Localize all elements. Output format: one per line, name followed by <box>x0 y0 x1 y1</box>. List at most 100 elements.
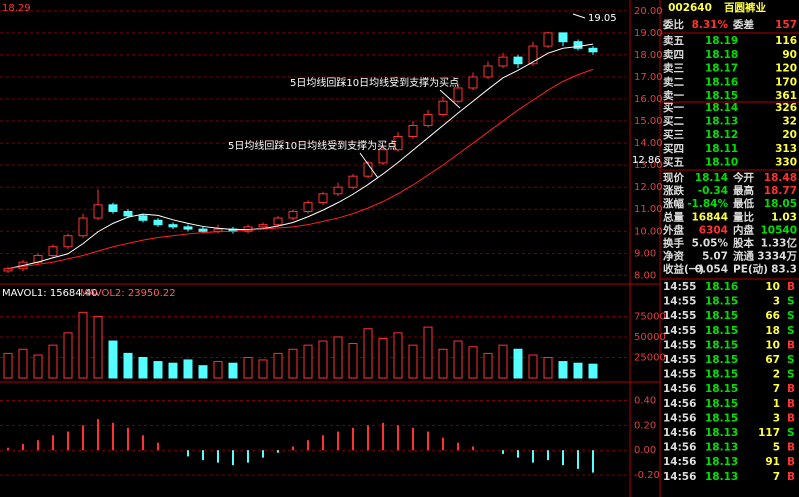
candle-body <box>93 204 103 219</box>
trade-side: B <box>787 281 795 293</box>
y-tick-label: 8.00 <box>634 270 656 281</box>
volume-bar <box>78 311 88 379</box>
volume-bar <box>588 363 598 379</box>
trade-price: 18.13 <box>705 456 738 468</box>
candle-body <box>168 224 178 228</box>
volume-bar <box>3 352 13 379</box>
volume-bar <box>438 348 448 379</box>
candle-body <box>423 113 433 126</box>
candle-body <box>318 193 328 204</box>
volume-bar <box>573 362 583 379</box>
label: 买四 <box>663 143 684 155</box>
label: 最低 <box>733 197 754 210</box>
trade-side: S <box>787 354 795 366</box>
trade-time: 14:55 <box>663 281 696 293</box>
volume-bar <box>243 356 253 379</box>
volume-bar <box>228 362 238 379</box>
y-tick-label: 10.00 <box>634 226 663 237</box>
value: 1.33亿 <box>761 237 798 250</box>
price: 18.13 <box>705 116 738 128</box>
y-tick-label: 9.00 <box>634 248 656 259</box>
y-tick-label: 14.00 <box>634 138 663 149</box>
label: 买三 <box>663 129 684 141</box>
label: 净资 <box>663 250 684 263</box>
arrow <box>439 89 461 109</box>
candle-body <box>108 204 118 212</box>
trade-side: S <box>787 427 795 439</box>
volume-bar <box>393 332 403 379</box>
label: 涨幅 <box>663 197 684 210</box>
trade-volume: 66 <box>765 310 780 322</box>
value: -0.34 <box>698 185 728 197</box>
trade-volume: 67 <box>765 354 780 366</box>
volume: 361 <box>775 90 797 102</box>
label: 委差 <box>732 18 754 31</box>
label: 卖四 <box>663 48 684 61</box>
arrow <box>359 152 379 179</box>
volume-bar <box>558 361 568 379</box>
value: 157 <box>775 19 797 31</box>
volume-bar <box>363 328 373 379</box>
trade-time: 14:55 <box>663 339 696 351</box>
y-tick-label: 75000 <box>634 311 666 322</box>
value: 83.3 <box>771 264 797 276</box>
trade-time: 14:56 <box>663 412 696 424</box>
candle-body <box>333 186 343 195</box>
volume: 326 <box>775 102 797 114</box>
candle-body <box>123 210 133 217</box>
candle-body <box>48 246 58 257</box>
candle-body <box>288 210 298 219</box>
price: 18.16 <box>705 76 738 88</box>
trade-volume: 117 <box>758 427 780 439</box>
volume-bar <box>498 344 508 379</box>
value: 16844 <box>691 211 728 223</box>
y-tick-label: -0.20 <box>634 470 660 481</box>
volume-bar <box>288 348 298 379</box>
moving-average <box>7 43 594 270</box>
y-tick-label: 11.00 <box>634 204 663 215</box>
annotation: 5日均线回踩10日均线受到支撑为买点 <box>228 139 397 152</box>
candle-body <box>528 45 538 65</box>
volume: 20 <box>782 129 797 141</box>
volume-bar <box>48 344 58 379</box>
volume-bar <box>303 344 313 379</box>
trade-side: B <box>787 442 795 454</box>
label: 今开 <box>732 171 754 184</box>
trade-time: 14:56 <box>663 456 696 468</box>
value: 18.14 <box>695 172 728 184</box>
label: 收益(一) <box>663 263 704 276</box>
volume-bar <box>198 365 208 379</box>
volume-bar <box>33 354 43 379</box>
trade-time: 14:55 <box>663 325 696 337</box>
trade-side: S <box>787 325 795 337</box>
label: 股本 <box>733 237 754 250</box>
value: 18.48 <box>764 172 797 184</box>
y-tick-label: 18.00 <box>634 50 663 61</box>
volume-bar <box>273 352 283 379</box>
trade-side: B <box>787 456 795 468</box>
candle-body <box>153 219 163 226</box>
volume-bar <box>378 338 388 379</box>
volume-bar <box>108 340 118 379</box>
label: 最高 <box>733 184 754 197</box>
candle-body <box>573 41 583 49</box>
volume-bar <box>483 352 493 379</box>
trade-side: B <box>787 412 795 424</box>
label: 总量 <box>663 210 684 223</box>
candle-body <box>408 124 418 137</box>
volume: 170 <box>775 76 797 88</box>
legend-entry: MAVOL1: 15684.40 <box>2 288 98 299</box>
trade-price: 18.13 <box>705 427 738 439</box>
trade-side: S <box>787 310 795 322</box>
label: 量比 <box>733 210 754 223</box>
trade-side: B <box>787 398 795 410</box>
trade-time: 14:55 <box>663 296 696 308</box>
candle-body <box>468 76 478 89</box>
label: 换手 <box>663 237 684 250</box>
value: -1.84% <box>687 198 728 210</box>
y-tick-label: 25000 <box>634 352 666 363</box>
volume-bar <box>348 343 358 379</box>
candle-body <box>213 228 223 232</box>
y-tick-label: 0.20 <box>634 420 656 431</box>
trade-volume: 1 <box>773 398 780 410</box>
